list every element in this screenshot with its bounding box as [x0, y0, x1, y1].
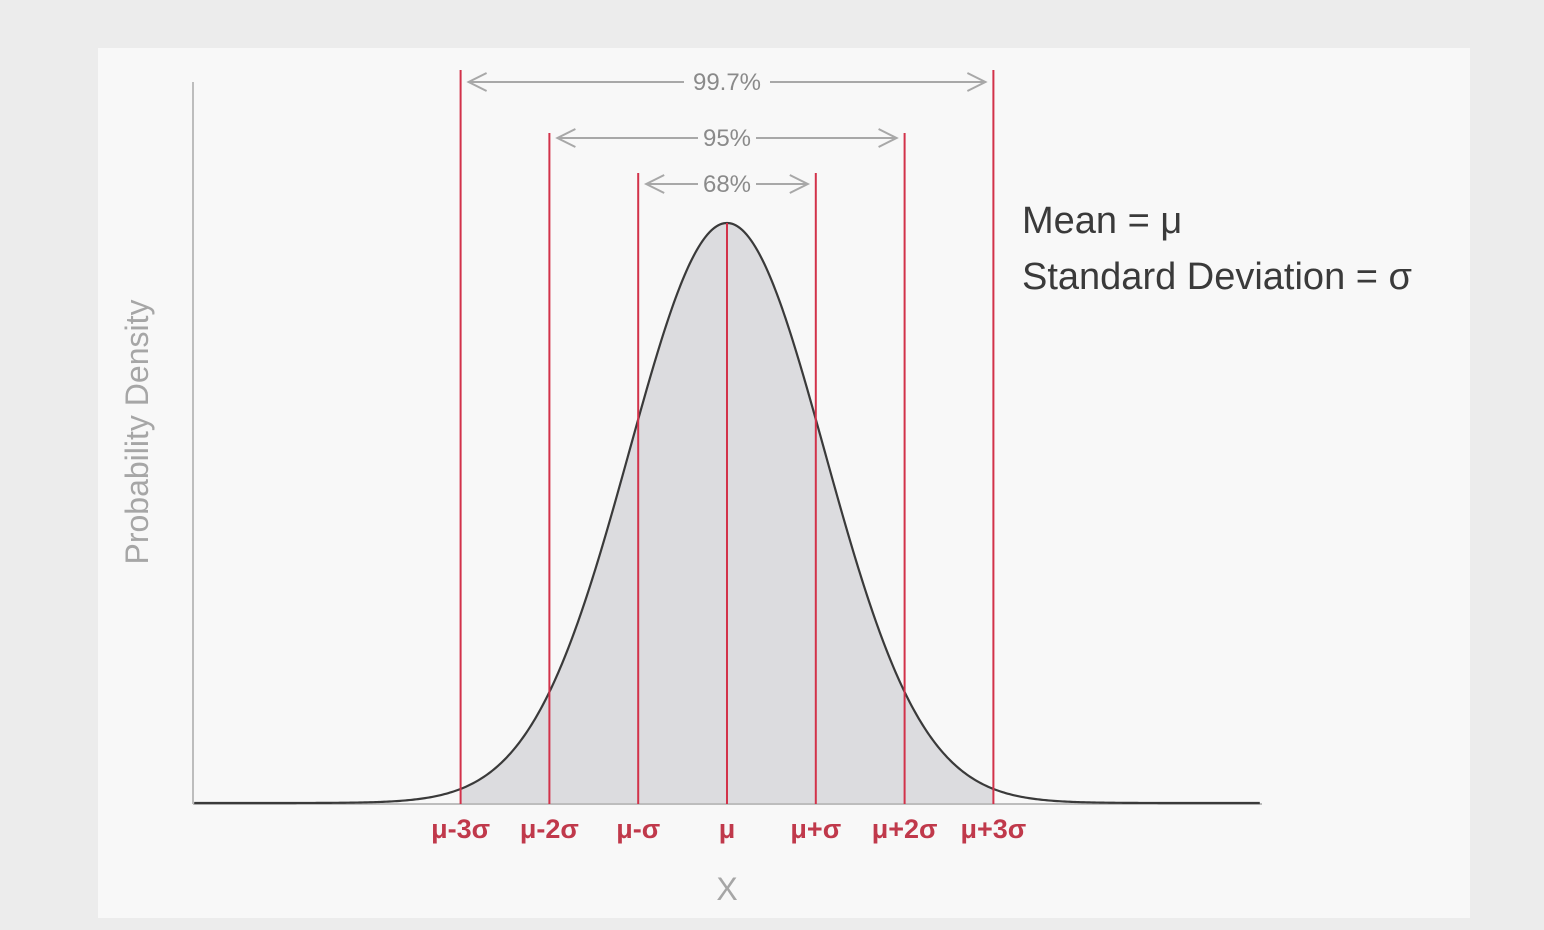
interval-arrow: 99.7%: [466, 69, 988, 96]
x-axis-title: X: [716, 871, 737, 907]
interval-arrow: 68%: [643, 171, 811, 198]
sigma-tick-label: μ+3σ: [961, 814, 1027, 844]
sigma-tick-label: μ-2σ: [520, 814, 579, 844]
sigma-tick-label: μ-σ: [616, 814, 660, 844]
y-axis-title: Probability Density: [119, 300, 155, 565]
interval-percent-label: 99.7%: [693, 69, 761, 96]
interval-arrowhead-right: [789, 174, 811, 194]
sigma-tick-label: μ+2σ: [872, 814, 938, 844]
interval-arrow: 95%: [555, 125, 899, 152]
legend-sd-text: Standard Deviation = σ: [1022, 256, 1412, 298]
interval-arrowhead-left: [555, 128, 576, 148]
sigma-tick-label: μ+σ: [790, 814, 841, 844]
interval-percent-label: 68%: [703, 171, 751, 198]
interval-arrowhead-left: [466, 72, 488, 92]
sigma-tick-label: μ-3σ: [431, 814, 490, 844]
legend-mean-text: Mean = μ: [1022, 200, 1182, 242]
sigma-tick-label: μ: [719, 814, 736, 844]
interval-arrowhead-right: [878, 128, 899, 148]
sigma-marker-layer: μ-3σ μ-2σ μ-σ μ μ+σ μ+2σ μ+3σ: [431, 70, 1026, 844]
interval-arrowhead-right: [966, 72, 988, 92]
interval-percent-label: 95%: [703, 125, 751, 152]
interval-arrowhead-left: [643, 174, 665, 194]
interval-arrow-layer: 99.7% 95% 68%: [466, 69, 988, 198]
